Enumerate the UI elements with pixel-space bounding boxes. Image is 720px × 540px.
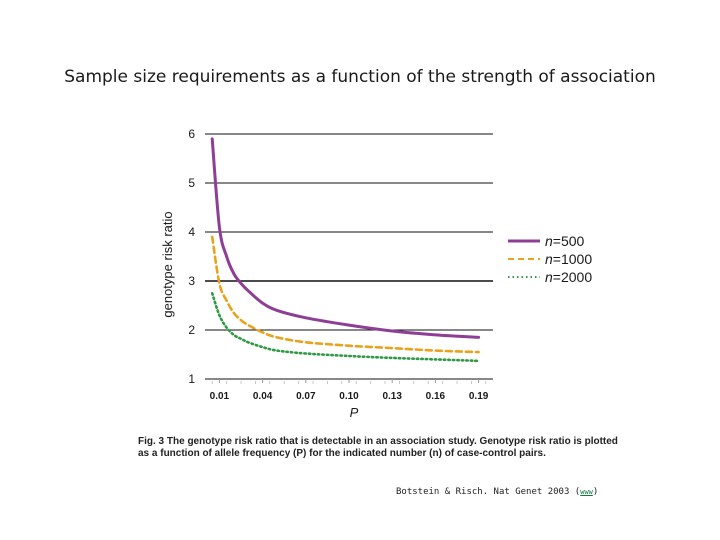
- y-tick-label-0: 1: [188, 372, 195, 386]
- y-tick-label-2: 3: [188, 274, 195, 288]
- citation-text: Botstein & Risch. Nat Genet 2003 (: [396, 487, 581, 497]
- citation: Botstein & Risch. Nat Genet 2003 (www): [396, 487, 598, 497]
- citation-close: ): [592, 487, 599, 497]
- x-tick-label-0: 0.01: [210, 391, 230, 402]
- y-axis-label: genotype risk ratio: [160, 211, 175, 317]
- y-tick-label-5: 6: [188, 127, 195, 141]
- series-line-n1000: [210, 235, 480, 354]
- x-tick-label-5: 0.16: [426, 391, 446, 402]
- grid-lines: [205, 133, 493, 384]
- x-tick-label-1: 0.04: [253, 391, 273, 402]
- y-tick-label-4: 5: [188, 176, 195, 190]
- tick-labels: 1 2 3 4 5 6 0.01 0.04 0.07 0.10 0.13 0.16 0.19: [188, 127, 488, 402]
- series-line-n500: [210, 137, 481, 339]
- legend-label-1: n=1000: [545, 251, 592, 267]
- legend: n=500 n=1000 n=2000: [508, 233, 592, 285]
- legend-label-2: n=2000: [545, 269, 592, 285]
- citation-link[interactable]: www: [580, 488, 593, 496]
- slide-title: Sample size requirements as a function o…: [64, 67, 656, 87]
- legend-label-0: n=500: [545, 233, 585, 249]
- x-tick-label-6: 0.19: [469, 391, 489, 402]
- y-tick-label-3: 4: [188, 225, 195, 239]
- series-line-n2000: [210, 292, 480, 363]
- x-tick-label-3: 0.10: [339, 391, 359, 402]
- figure-caption: Fig. 3 The genotype risk ratio that is d…: [138, 436, 618, 459]
- x-tick-label-4: 0.13: [382, 391, 402, 402]
- x-tick-label-2: 0.07: [296, 391, 316, 402]
- x-axis-label: P: [350, 405, 359, 420]
- y-tick-label-1: 2: [188, 323, 195, 337]
- series-lines: [210, 137, 481, 363]
